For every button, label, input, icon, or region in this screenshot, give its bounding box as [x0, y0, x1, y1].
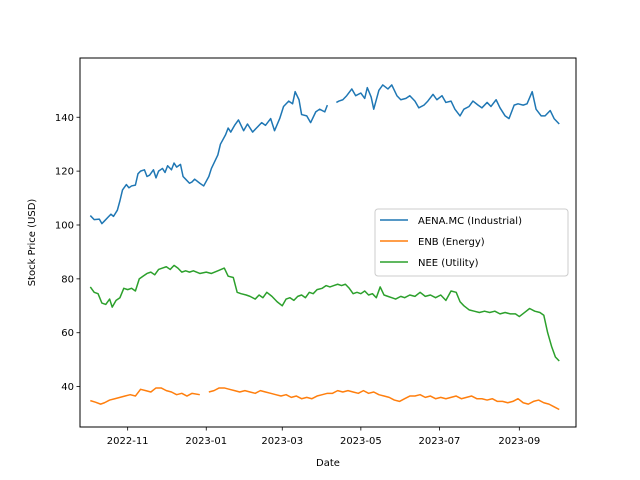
x-axis-label: Date	[316, 458, 340, 469]
y-tick-label: 120	[55, 167, 74, 178]
series-3	[89, 264, 560, 362]
series-group	[89, 84, 560, 411]
x-axis: 2022-11 2023-01 2023-03 2023-05 2023-07 2023-…	[107, 427, 540, 447]
series-1	[89, 84, 560, 225]
x-tick-label: 2023-09	[498, 436, 540, 447]
legend-label: AENA.MC (Industrial)	[418, 216, 522, 227]
y-tick-label: 80	[61, 274, 74, 285]
series-line	[89, 90, 329, 225]
x-tick-label: 2023-05	[340, 436, 382, 447]
legend-label: ENB (Energy)	[418, 237, 485, 248]
y-tick-label: 100	[55, 220, 74, 231]
y-tick-label: 140	[55, 113, 74, 124]
x-tick-label: 2023-01	[185, 436, 227, 447]
legend-label: NEE (Utility)	[418, 258, 479, 269]
y-axis-label: Stock Price (USD)	[27, 199, 38, 287]
series-line	[90, 387, 200, 405]
x-tick-label: 2023-07	[419, 436, 461, 447]
y-tick-label: 40	[61, 382, 74, 393]
series-line	[208, 387, 560, 411]
x-tick-label: 2023-03	[261, 436, 303, 447]
series-line	[336, 84, 560, 125]
series-line	[89, 264, 560, 362]
legend-box	[374, 208, 569, 277]
legend: AENA.MC (Industrial) ENB (Energy) NEE (Uti…	[374, 208, 569, 277]
x-tick-label: 2022-11	[107, 436, 149, 447]
plot-frame	[79, 57, 577, 428]
y-tick-label: 60	[61, 328, 74, 339]
series-2	[90, 387, 560, 411]
y-axis: 40 60 80 100 120 140	[55, 113, 80, 393]
